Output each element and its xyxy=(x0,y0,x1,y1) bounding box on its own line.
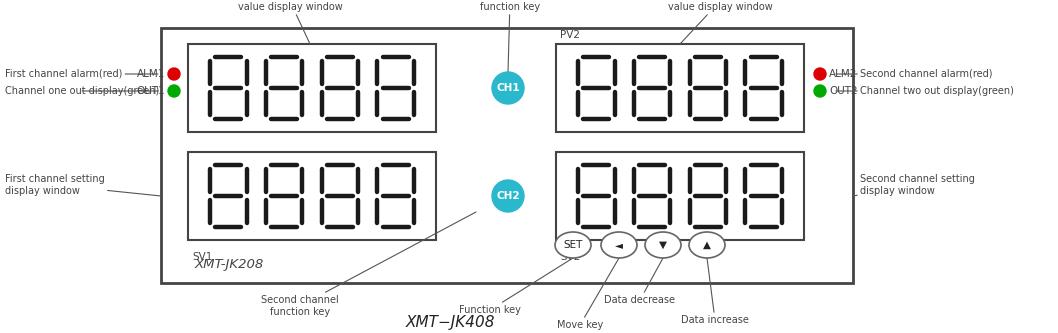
Text: Data decrease: Data decrease xyxy=(604,258,675,305)
Bar xyxy=(161,28,853,283)
Text: First channel alarm(red): First channel alarm(red) xyxy=(5,69,158,79)
Text: ALM1: ALM1 xyxy=(136,69,165,79)
Ellipse shape xyxy=(645,232,681,258)
Text: First channel measure
value display window: First channel measure value display wind… xyxy=(236,0,344,44)
Text: ▼: ▼ xyxy=(659,240,667,250)
Bar xyxy=(188,152,436,240)
Text: Second channel
function key: Second channel function key xyxy=(261,212,476,317)
Text: Second channel setting
display window: Second channel setting display window xyxy=(853,174,974,196)
Text: ▲: ▲ xyxy=(703,240,711,250)
Text: XMT−JK408: XMT−JK408 xyxy=(405,315,495,330)
Circle shape xyxy=(492,72,524,104)
Bar xyxy=(188,44,436,132)
Ellipse shape xyxy=(689,232,725,258)
Bar xyxy=(557,152,804,240)
Circle shape xyxy=(814,85,826,97)
Text: SET: SET xyxy=(563,240,583,250)
Text: Channel one out display(green): Channel one out display(green) xyxy=(5,86,160,96)
Text: Second channel measure
value display window: Second channel measure value display win… xyxy=(658,0,782,44)
Text: Function key: Function key xyxy=(459,258,573,315)
Text: SV2: SV2 xyxy=(560,252,581,262)
Text: PV2: PV2 xyxy=(560,30,580,40)
Text: First channel setting
display window: First channel setting display window xyxy=(5,174,161,196)
Text: ◄: ◄ xyxy=(615,240,623,250)
Text: SV1: SV1 xyxy=(191,252,213,262)
Text: OUT1: OUT1 xyxy=(136,86,165,96)
Text: First channel
function key: First channel function key xyxy=(478,0,542,72)
Text: CH2: CH2 xyxy=(496,191,519,201)
Text: ALM2: ALM2 xyxy=(829,69,857,79)
Text: Data increase: Data increase xyxy=(681,258,749,325)
Text: OUT2: OUT2 xyxy=(829,86,858,96)
Text: Second channel alarm(red): Second channel alarm(red) xyxy=(836,69,992,79)
Text: Channel two out display(green): Channel two out display(green) xyxy=(836,86,1014,96)
Circle shape xyxy=(168,68,180,80)
Text: Move key: Move key xyxy=(557,258,619,330)
Ellipse shape xyxy=(555,232,591,258)
Text: XMT-JK208: XMT-JK208 xyxy=(195,258,264,271)
Ellipse shape xyxy=(601,232,637,258)
Text: CH1: CH1 xyxy=(496,83,519,93)
Bar xyxy=(557,44,804,132)
Circle shape xyxy=(492,180,524,212)
Circle shape xyxy=(168,85,180,97)
Circle shape xyxy=(814,68,826,80)
